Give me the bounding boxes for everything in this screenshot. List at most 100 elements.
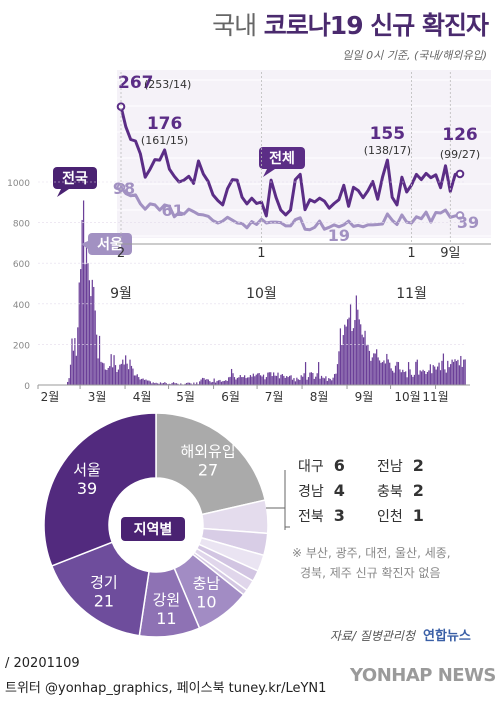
- x-tick-label: 4월: [133, 390, 152, 404]
- daily-bar: [174, 383, 176, 385]
- daily-bar: [329, 378, 331, 385]
- daily-bar: [114, 365, 117, 385]
- daily-bar: [212, 381, 214, 385]
- region-value: 4: [333, 481, 345, 500]
- daily-bar: [136, 374, 138, 385]
- daily-bar: [264, 379, 266, 385]
- daily-bar: [210, 382, 212, 385]
- y-tick-label: 1000: [7, 179, 30, 189]
- inset-value-label: 155: [370, 124, 406, 144]
- daily-bar: [384, 363, 386, 385]
- daily-bar: [201, 377, 204, 385]
- daily-bar: [412, 376, 414, 385]
- daily-bar: [168, 383, 170, 385]
- donut-slice-label: 충남: [193, 575, 221, 593]
- daily-bar: [445, 372, 447, 385]
- daily-bar: [133, 375, 135, 385]
- daily-bar: [268, 372, 270, 385]
- daily-bar: [455, 361, 458, 385]
- daily-bar: [127, 369, 130, 385]
- legend-seoul: 서울: [81, 233, 132, 255]
- footnote-line-2: 경북, 제주 신규 확진자 없음: [300, 566, 441, 580]
- daily-bar: [306, 379, 308, 385]
- daily-bar: [249, 375, 252, 385]
- daily-bar: [126, 363, 128, 385]
- daily-bar: [309, 372, 311, 385]
- region-name: 충북: [377, 484, 403, 500]
- daily-bar: [235, 379, 237, 385]
- daily-bar: [313, 378, 315, 385]
- donut-slice-value: 21: [94, 591, 114, 610]
- legend-overall-pointer: [57, 189, 69, 197]
- region-value: 1: [412, 506, 424, 525]
- daily-bar: [154, 383, 156, 385]
- x-tick-label: 3월: [88, 390, 107, 404]
- daily-bar: [392, 370, 394, 385]
- daily-bar: [386, 353, 388, 385]
- daily-bar: [415, 361, 417, 385]
- daily-bar: [151, 383, 153, 385]
- daily-bar: [409, 369, 411, 385]
- daily-bar: [284, 377, 286, 385]
- inset-value-label: 19: [328, 226, 350, 245]
- daily-bar: [387, 359, 389, 385]
- x-tick-label: 7월: [265, 390, 284, 404]
- daily-bar: [454, 359, 456, 385]
- daily-bar: [222, 381, 224, 385]
- region-item: 경남 4: [298, 481, 345, 501]
- daily-bar: [275, 375, 278, 385]
- region-item: 충북 2: [377, 481, 424, 501]
- daily-bar: [389, 362, 391, 385]
- daily-bar: [129, 359, 131, 385]
- daily-bar: [141, 378, 143, 385]
- donut-slice-label: 경기: [90, 573, 118, 591]
- daily-bar: [463, 359, 465, 385]
- daily-bar: [138, 377, 140, 385]
- daily-bar: [315, 376, 317, 385]
- inset-point: [455, 211, 465, 220]
- inset-detail-label: (99/27): [440, 148, 480, 161]
- daily-bar: [241, 377, 243, 385]
- inset-tick-day: 1: [257, 246, 265, 261]
- daily-bar: [145, 379, 147, 385]
- daily-bar: [107, 367, 109, 385]
- legend-overall-box: [53, 167, 97, 189]
- title-bold: 코로나19 신규 확진자: [263, 11, 489, 40]
- daily-bar: [332, 377, 334, 385]
- daily-bar: [215, 382, 217, 385]
- daily-bar: [439, 370, 442, 385]
- daily-bar: [303, 373, 305, 385]
- inset-point: [116, 182, 126, 192]
- donut-slice: [155, 412, 267, 516]
- donut-slice-value: 10: [196, 593, 216, 612]
- daily-bar: [428, 370, 430, 385]
- daily-bar: [274, 375, 276, 385]
- daily-bar: [362, 337, 365, 385]
- inset-value-label: 61: [161, 201, 183, 220]
- donut-slice: [50, 541, 150, 637]
- daily-bar: [310, 372, 312, 385]
- daily-bar: [246, 377, 249, 385]
- daily-bar: [278, 378, 281, 385]
- daily-bar: [265, 377, 268, 385]
- daily-bar: [376, 349, 378, 385]
- daily-bar: [109, 366, 111, 385]
- daily-bar: [320, 375, 323, 385]
- daily-bar: [338, 351, 340, 385]
- region-name: 전남: [377, 459, 403, 475]
- daily-bar: [242, 377, 244, 385]
- daily-bar: [100, 361, 102, 385]
- daily-bar: [119, 364, 121, 385]
- inset-value-label: 176: [147, 114, 183, 134]
- donut-slice-label: 강원: [153, 591, 181, 609]
- daily-bar: [383, 360, 385, 385]
- daily-bar: [451, 359, 453, 385]
- daily-bar: [125, 355, 127, 385]
- daily-bar: [436, 366, 439, 385]
- region-value: 2: [412, 456, 424, 475]
- daily-bar: [101, 362, 104, 385]
- inset-value-label: 267: [118, 73, 154, 93]
- daily-bar: [148, 380, 150, 385]
- daily-bar: [422, 369, 424, 385]
- daily-bar: [77, 327, 79, 385]
